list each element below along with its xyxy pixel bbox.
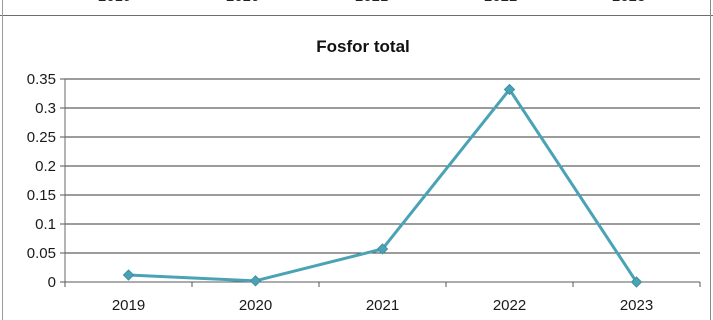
chart-title: Fosfor total [316,37,410,56]
x-tick-label: 2019 [112,297,145,314]
gridlines [60,78,700,283]
y-tick-label: 0.3 [35,100,56,117]
axes [64,79,701,287]
page-divider-line [0,15,713,16]
y-tick-label: 0.25 [27,129,56,146]
x-tick-label: 2023 [620,297,653,314]
x-tick-label: 2021 [366,297,399,314]
y-tick-label: 0 [48,274,56,291]
y-tick-label: 0.1 [35,216,56,233]
data-point-marker [503,83,516,96]
y-tick-label: 0.05 [27,245,56,262]
x-tick-label: 2022 [493,297,526,314]
prev-x-tick-label: 2023 [612,0,645,5]
prev-x-tick-label: 2021 [355,0,388,5]
y-tick-label: 0.2 [35,158,56,175]
y-tick-label: 0.15 [27,187,56,204]
x-tick-label: 2020 [239,297,272,314]
prev-x-tick-label: 2020 [226,0,259,5]
prev-x-tick-label: 2019 [98,0,131,5]
data-point-marker [122,269,135,281]
data-point-marker [630,276,643,288]
x-axis-tick-labels: 2019 2020 2021 2022 2023 [112,297,653,314]
prev-x-tick-label: 2022 [484,0,517,5]
data-point-marker [376,243,389,255]
previous-chart-fragment: 2019 2020 2021 2022 2023 [0,0,713,16]
y-tick-label: 0.35 [27,71,56,88]
data-point-marker [249,275,262,287]
y-axis-tick-labels: 0 0.05 0.1 0.15 0.2 0.25 0.3 0.35 [27,71,56,291]
right-border-line [710,0,711,320]
left-border-line [2,0,3,320]
data-series [122,83,643,288]
